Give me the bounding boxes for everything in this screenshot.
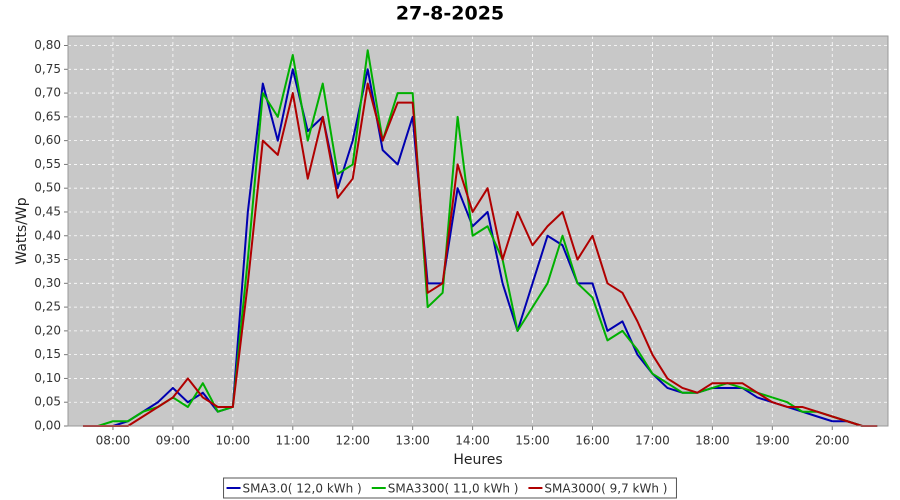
y-axis-label: Watts/Wp — [14, 197, 30, 264]
y-tick-label: 0,00 — [34, 419, 61, 433]
y-tick-label: 0,80 — [34, 38, 61, 52]
x-tick-label: 20:00 — [815, 434, 850, 448]
y-tick-label: 0,05 — [34, 395, 61, 409]
y-tick-label: 0,20 — [34, 323, 61, 337]
x-tick-label: 09:00 — [156, 434, 191, 448]
plot-border — [67, 35, 889, 427]
y-tick-label: 0,35 — [34, 252, 61, 266]
y-tick-label: 0,65 — [34, 109, 61, 123]
y-tick-label: 0,55 — [34, 157, 61, 171]
y-tick-label: 0,15 — [34, 347, 61, 361]
x-tick-label: 12:00 — [335, 434, 370, 448]
x-tick-label: 10:00 — [216, 434, 251, 448]
y-tick-label: 0,10 — [34, 371, 61, 385]
chart-title: 27-8-2025 — [396, 3, 504, 25]
y-tick-label: 0,50 — [34, 181, 61, 195]
x-tick-label: 19:00 — [755, 434, 790, 448]
legend-label: SMA3000( 9,7 kWh ) — [544, 482, 667, 496]
y-tick-label: 0,30 — [34, 276, 61, 290]
legend-box — [223, 477, 677, 499]
series-line — [82, 49, 878, 427]
y-tick-label: 0,45 — [34, 204, 61, 218]
x-tick-label: 17:00 — [635, 434, 670, 448]
x-tick-label: 16:00 — [575, 434, 610, 448]
x-axis-label: Heures — [453, 452, 502, 468]
legend-label: SMA3300( 11,0 kWh ) — [388, 482, 519, 496]
legend-label: SMA3.0( 12,0 kWh ) — [243, 482, 362, 496]
y-tick-label: 0,40 — [34, 228, 61, 242]
x-tick-label: 11:00 — [275, 434, 310, 448]
y-tick-label: 0,25 — [34, 300, 61, 314]
x-tick-label: 15:00 — [515, 434, 550, 448]
legend: SMA3.0( 12,0 kWh ) SMA3300( 11,0 kWh ) SMA… — [223, 477, 677, 499]
x-tick-label: 18:00 — [695, 434, 730, 448]
series-line — [82, 82, 878, 427]
plot-area — [68, 36, 888, 426]
y-tick-label: 0,70 — [34, 86, 61, 100]
x-tick-label: 13:00 — [395, 434, 430, 448]
x-tick-label: 08:00 — [96, 434, 131, 448]
x-tick-label: 14:00 — [455, 434, 490, 448]
y-tick-label: 0,75 — [34, 62, 61, 76]
y-tick-label: 0,60 — [34, 133, 61, 147]
